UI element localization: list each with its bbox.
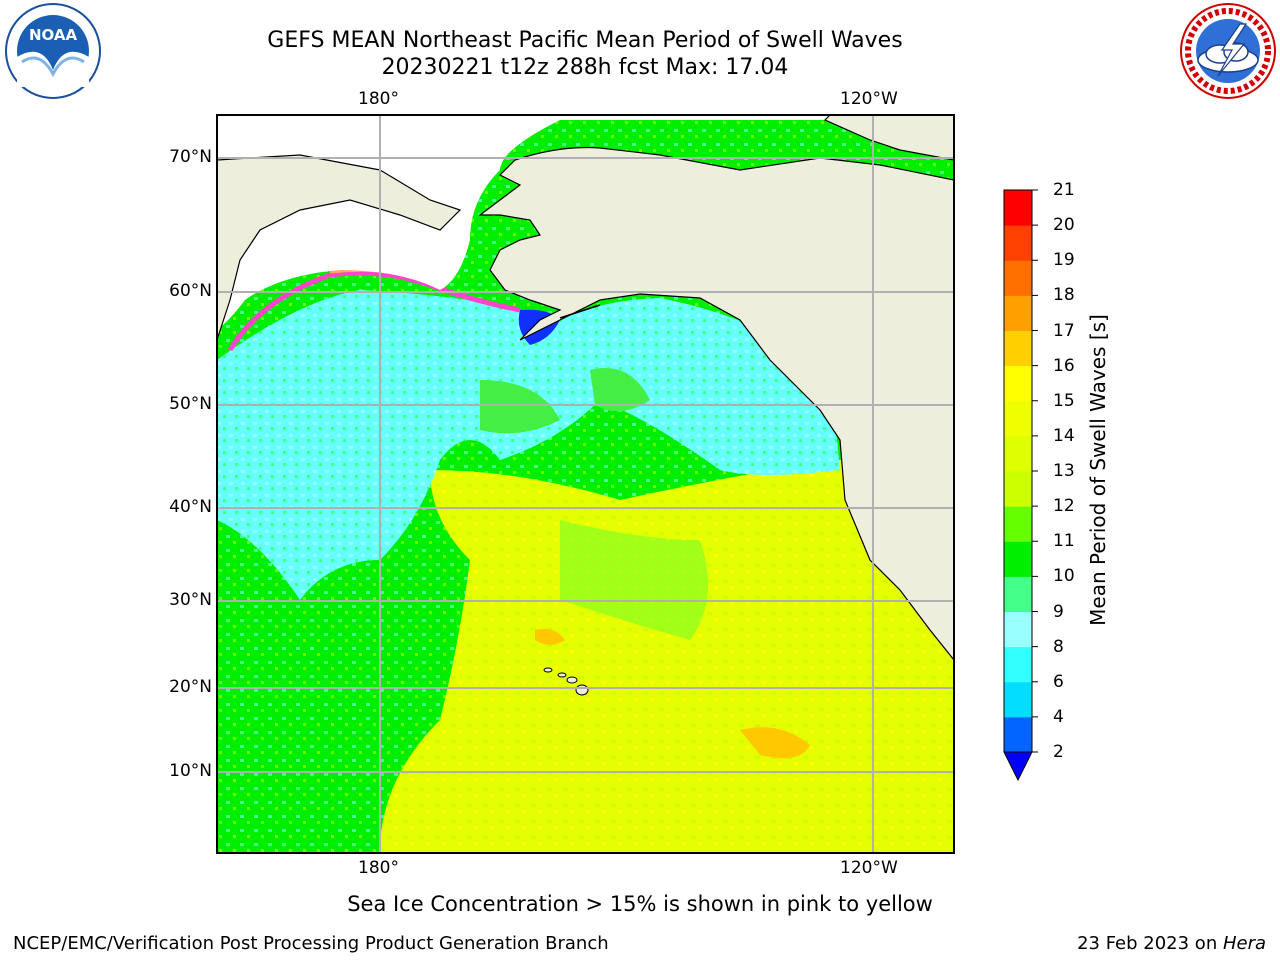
- colorbar-extend-triangle: [1003, 751, 1033, 782]
- nws-logo-icon: [1180, 3, 1276, 99]
- lat-label-30n: 30°N: [169, 590, 212, 610]
- colorbar-label: 16: [1053, 355, 1075, 376]
- footer-date-text: 23 Feb 2023 on: [1077, 933, 1223, 954]
- lon-label-bottom-120w: 120°W: [840, 858, 898, 878]
- colorbar-label: 19: [1053, 250, 1075, 271]
- colorbar-segment: [1004, 365, 1032, 402]
- lon-label-bottom-180: 180°: [358, 858, 399, 878]
- colorbar-segment: [1004, 471, 1032, 507]
- colorbar-label: 8: [1053, 636, 1064, 657]
- colorbar-label: 13: [1053, 461, 1075, 481]
- colorbar-segment: [1004, 260, 1032, 296]
- colorbar-label: 14: [1053, 425, 1075, 446]
- lat-label-10n: 10°N: [169, 761, 212, 781]
- colorbar: [1003, 189, 1038, 782]
- colorbar-label: 2: [1053, 742, 1064, 762]
- colorbar-label: 4: [1053, 706, 1064, 727]
- map-border: [216, 114, 955, 854]
- chart-title: GEFS MEAN Northeast Pacific Mean Period …: [267, 28, 903, 53]
- colorbar-label: 11: [1053, 531, 1075, 552]
- lat-label-40n: 40°N: [169, 497, 212, 517]
- colorbar-label: 9: [1053, 601, 1064, 622]
- colorbar-segment: [1004, 506, 1032, 542]
- footer-date: 23 Feb 2023 on Hera: [1077, 933, 1266, 955]
- chart-subtitle: 20230221 t12z 288h fcst Max: 17.04: [381, 55, 789, 80]
- sea-ice-note: Sea Ice Concentration > 15% is shown in …: [0, 891, 1280, 917]
- colorbar-segment: [1004, 541, 1032, 577]
- colorbar-title: Mean Period of Swell Waves [s]: [1086, 314, 1110, 626]
- map-field: [217, 115, 954, 853]
- colorbar-label: 6: [1053, 671, 1064, 692]
- lon-label-top-120w: 120°W: [840, 89, 898, 109]
- colorbar-segment: [1004, 576, 1032, 612]
- lon-label-top-180: 180°: [358, 89, 399, 109]
- colorbar-segment: [1004, 611, 1032, 648]
- colorbar-label: 10: [1053, 566, 1075, 587]
- noaa-logo-icon: NOAA: [5, 3, 101, 99]
- lat-label-50n: 50°N: [169, 394, 212, 414]
- lat-label-60n: 60°N: [169, 281, 212, 301]
- colorbar-label: 20: [1053, 215, 1075, 236]
- lat-label-20n: 20°N: [169, 677, 212, 697]
- colorbar-segment: [1004, 330, 1032, 367]
- colorbar-label: 17: [1053, 320, 1075, 341]
- colorbar-segment: [1004, 716, 1032, 753]
- colorbar-segment: [1004, 646, 1032, 683]
- footer-host: Hera: [1222, 933, 1266, 954]
- sea-ice-note-text: Sea Ice Concentration > 15% is shown in …: [347, 892, 933, 916]
- colorbar-segment: [1004, 190, 1032, 226]
- colorbar-segment: [1004, 225, 1032, 261]
- colorbar-label: 12: [1053, 496, 1075, 517]
- colorbar-segment: [1004, 295, 1032, 331]
- colorbar-label: 15: [1053, 390, 1075, 411]
- gridlines: [217, 115, 954, 853]
- colorbar-label: 21: [1053, 180, 1075, 200]
- noaa-logo-text: NOAA: [29, 26, 78, 44]
- footer-credit: NCEP/EMC/Verification Post Processing Pr…: [13, 933, 609, 954]
- colorbar-segment: [1004, 681, 1032, 718]
- colorbar-segment: [1004, 435, 1032, 472]
- colorbar-segment: [1004, 400, 1032, 437]
- lat-label-70n: 70°N: [169, 147, 212, 167]
- colorbar-label: 18: [1053, 285, 1075, 306]
